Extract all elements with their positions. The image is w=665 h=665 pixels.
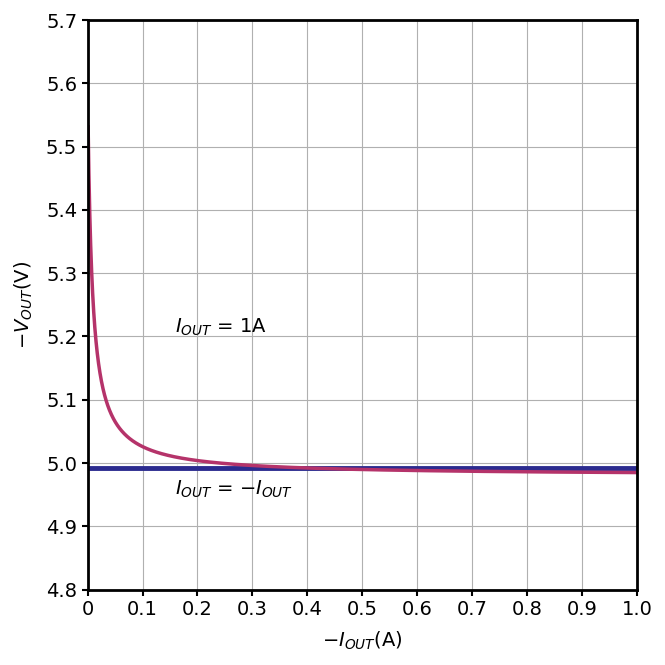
X-axis label: $-I_{OUT}$(A): $-I_{OUT}$(A) xyxy=(322,630,402,652)
Text: $I_{OUT}$ = $-I_{OUT}$: $I_{OUT}$ = $-I_{OUT}$ xyxy=(176,479,294,500)
Y-axis label: $-V_{OUT}$(V): $-V_{OUT}$(V) xyxy=(13,261,35,349)
Text: $I_{OUT}$ = 1A: $I_{OUT}$ = 1A xyxy=(176,317,267,338)
